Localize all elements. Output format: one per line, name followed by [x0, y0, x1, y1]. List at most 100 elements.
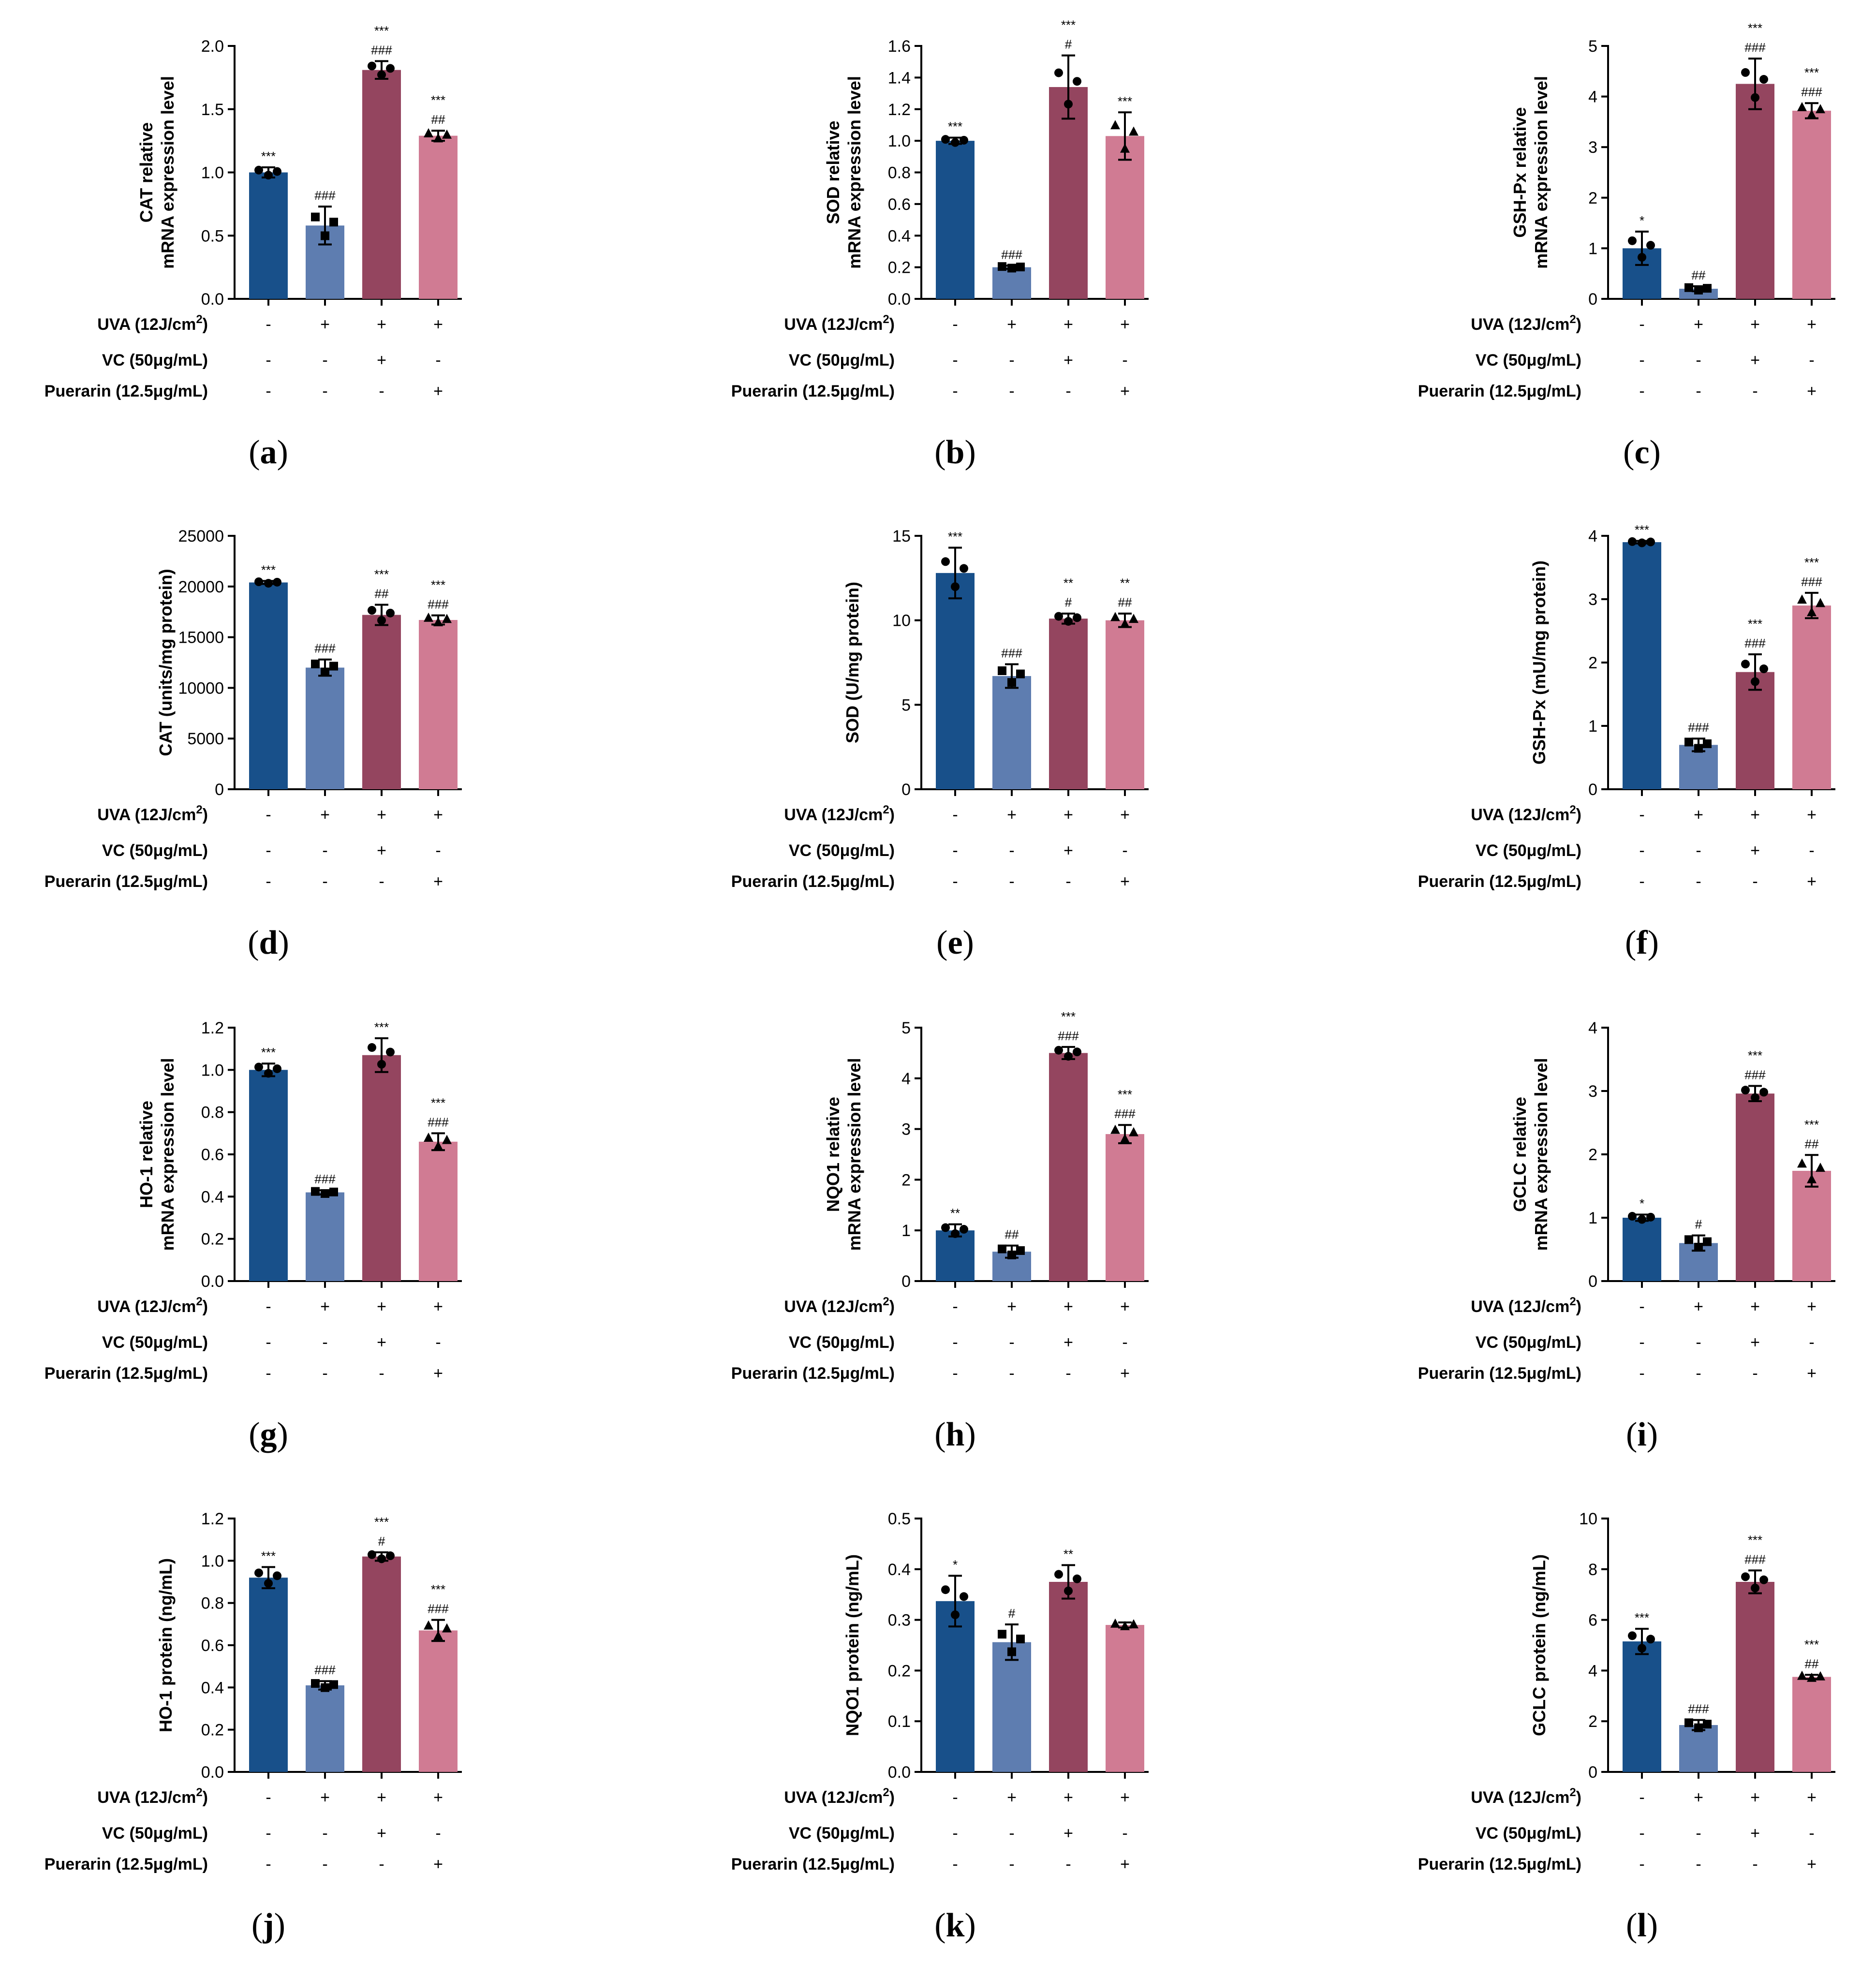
- bar: [1106, 1134, 1144, 1281]
- significance-mark: ***: [374, 23, 389, 38]
- condition-label: UVA (12J/cm2): [97, 1786, 208, 1807]
- data-point: [1703, 739, 1712, 748]
- data-point: [1816, 598, 1825, 607]
- condition-sign: -: [1696, 872, 1701, 891]
- bar: [936, 1601, 975, 1772]
- significance-mark: ***: [1635, 1610, 1649, 1625]
- condition-label: VC (50μg/mL): [1476, 841, 1581, 860]
- bar: [992, 1642, 1031, 1772]
- y-tick-label: 1.0: [888, 132, 911, 150]
- condition-sign: -: [266, 382, 271, 400]
- data-point: [1120, 619, 1130, 628]
- data-point: [1684, 1235, 1693, 1244]
- panel-a: 0.0 0.5 1.0 1.5 2.0 CAT relative mRNA expressi…: [44, 23, 462, 471]
- bar: [1736, 672, 1774, 789]
- data-point: [1016, 669, 1025, 678]
- data-point: [386, 608, 395, 618]
- y-tick-label: 15000: [178, 629, 224, 647]
- condition-sign: +: [377, 315, 386, 334]
- panel-label: (d): [248, 924, 289, 961]
- condition-sign: -: [1696, 841, 1701, 860]
- bar: [992, 676, 1031, 789]
- data-point: [1110, 1124, 1120, 1134]
- y-axis-label: mRNA expression level: [158, 76, 177, 269]
- bar: [1106, 136, 1144, 299]
- data-point: [442, 1623, 452, 1633]
- significance-mark: ##: [1005, 1227, 1019, 1242]
- condition-sign: +: [377, 841, 386, 860]
- data-point: [1751, 677, 1759, 686]
- data-point: [273, 1064, 281, 1073]
- condition-sign: -: [952, 1824, 958, 1843]
- data-point: [433, 1141, 443, 1150]
- y-axis-label: GCLC protein (ng/mL): [1529, 1554, 1549, 1736]
- data-point: [329, 218, 338, 227]
- data-point: [951, 1229, 960, 1238]
- data-point: [442, 614, 452, 623]
- condition-sign: -: [266, 351, 271, 369]
- data-point: [368, 1550, 376, 1559]
- significance-mark: ***: [261, 1045, 276, 1060]
- y-axis-label: SOD relative: [823, 120, 843, 224]
- bar: [1623, 1641, 1661, 1772]
- condition-sign: +: [320, 806, 330, 824]
- y-tick-label: 1.0: [201, 1552, 224, 1570]
- y-axis-label: GCLC relative: [1510, 1097, 1530, 1212]
- panel-label: (i): [1626, 1416, 1658, 1453]
- y-tick-label: 0.5: [201, 227, 224, 245]
- significance-mark: ###: [1001, 247, 1022, 262]
- condition-sign: +: [1807, 382, 1817, 400]
- condition-sign: +: [1750, 351, 1760, 369]
- significance-mark: ##: [1118, 595, 1132, 610]
- data-point: [1646, 1212, 1655, 1222]
- data-point: [329, 1680, 338, 1689]
- condition-sign: -: [1696, 1333, 1701, 1352]
- data-point: [377, 70, 386, 79]
- condition-sign: -: [952, 1788, 958, 1807]
- condition-sign: +: [1694, 806, 1703, 824]
- y-tick-label: 0.6: [201, 1146, 224, 1164]
- panel-b: 0.0 0.2 0.4 0.6 0.8 1.0 1.2 1.4 1.6 SOD relative m…: [731, 18, 1149, 471]
- condition-label: UVA (12J/cm2): [1471, 1786, 1581, 1807]
- y-axis-label: mRNA expression level: [158, 1058, 177, 1251]
- condition-sign: -: [435, 1824, 441, 1843]
- condition-sign: +: [1750, 1788, 1760, 1807]
- data-point: [1007, 1251, 1016, 1260]
- panel-label: (b): [934, 434, 976, 471]
- data-point: [1007, 678, 1016, 687]
- bar: [419, 1141, 458, 1281]
- y-axis-label: NQO1 relative: [823, 1097, 843, 1212]
- condition-label: UVA (12J/cm2): [784, 313, 895, 334]
- condition-label: VC (50μg/mL): [1476, 351, 1581, 369]
- condition-sign: +: [377, 1333, 386, 1352]
- significance-mark: ***: [1748, 617, 1762, 631]
- condition-label: UVA (12J/cm2): [97, 803, 208, 824]
- data-point: [273, 577, 281, 587]
- condition-sign: -: [1752, 382, 1758, 400]
- condition-label: Puerarin (12.5μg/mL): [731, 1364, 895, 1383]
- significance-mark: ###: [1744, 1552, 1766, 1566]
- data-point: [1628, 236, 1637, 245]
- panel-label: (k): [934, 1907, 976, 1944]
- condition-sign: +: [1120, 382, 1130, 400]
- panel-i: 0 1 2 3 4 GCLC relative mRNA expression level *…: [1418, 1019, 1835, 1453]
- panel-label: (e): [936, 924, 974, 961]
- condition-sign: +: [1120, 806, 1130, 824]
- significance-mark: ***: [1635, 522, 1649, 537]
- significance-mark: ***: [1061, 18, 1076, 32]
- bar: [1049, 619, 1088, 789]
- y-tick-label: 1.6: [888, 37, 911, 56]
- data-point: [264, 1579, 273, 1588]
- condition-sign: -: [1122, 351, 1127, 369]
- bar: [419, 619, 458, 789]
- y-tick-label: 0: [1588, 1272, 1597, 1291]
- condition-sign: -: [1122, 841, 1127, 860]
- condition-sign: +: [1064, 1333, 1073, 1352]
- panel-c: 0 1 2 3 4 5 GSH-Px relative mRNA expression lev…: [1418, 21, 1835, 471]
- condition-sign: -: [266, 1364, 271, 1383]
- condition-sign: -: [322, 1824, 327, 1843]
- data-point: [1120, 143, 1130, 153]
- condition-sign: -: [1009, 841, 1014, 860]
- data-point: [1064, 1586, 1073, 1595]
- significance-mark: ###: [1801, 575, 1822, 589]
